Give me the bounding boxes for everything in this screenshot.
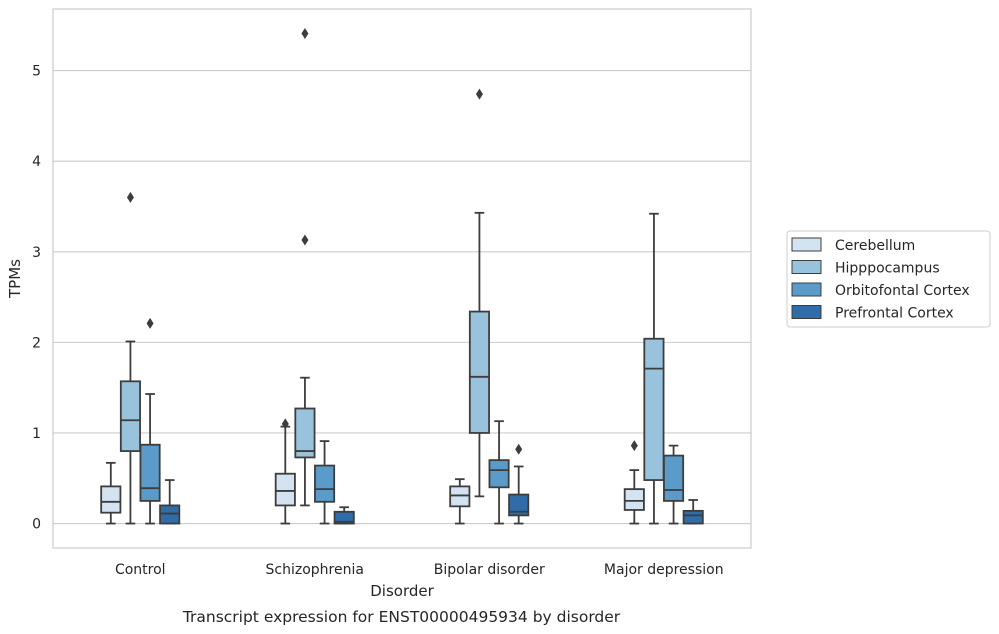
box-body [663, 454, 685, 502]
box-body [623, 488, 645, 511]
x-tick-label: Major depression [604, 562, 724, 578]
box-body [449, 485, 471, 508]
legend: Cerebellum Hipppocampus Orbitofontal Corte… [786, 230, 991, 328]
outlier-point [301, 234, 309, 246]
box-0-1 [274, 418, 296, 525]
box-body [274, 472, 296, 507]
x-tick-label: Schizophrenia [266, 562, 364, 578]
outlier-point [475, 88, 483, 100]
box-body [139, 443, 161, 502]
box-3-3 [682, 499, 704, 525]
outlier-point [630, 440, 638, 452]
box-2-2 [488, 420, 510, 525]
y-tick-labels: 0 1 2 3 4 5 [32, 64, 41, 533]
box-2-1 [314, 440, 336, 525]
box-1-3 [643, 212, 665, 525]
y-tick-label: 0 [32, 517, 41, 533]
y-tick-label: 4 [32, 154, 41, 170]
legend-swatch [791, 282, 822, 297]
box-body [508, 493, 530, 517]
box-body [488, 459, 510, 489]
plot-frame [52, 8, 752, 549]
x-tick-labels: Control Schizophrenia Bipolar disorder Majo… [115, 562, 724, 578]
legend-label: Cerebellum [835, 238, 915, 254]
box-body [100, 485, 122, 514]
box-0-2 [449, 478, 471, 525]
legend-swatch [791, 260, 822, 274]
legend-label: Orbitofontal Cortex [835, 283, 970, 299]
x-tick-label: Control [115, 562, 166, 578]
box-body [333, 510, 355, 525]
box-2-3 [663, 444, 685, 525]
box-body [314, 464, 336, 503]
legend-swatch [791, 237, 822, 252]
legend-swatch [791, 305, 822, 319]
box-3-1 [333, 506, 355, 525]
box-body [159, 504, 181, 525]
box-body [119, 380, 141, 452]
box-1-2 [468, 88, 490, 498]
box-1-0 [119, 191, 141, 525]
legend-frame [786, 230, 991, 328]
box-2-0 [139, 317, 161, 525]
box-0-0 [100, 461, 122, 525]
y-axis-label: TPMs [6, 259, 24, 299]
outlier-point [146, 317, 154, 329]
plot-boxes [100, 27, 704, 525]
box-body [468, 310, 490, 434]
y-tick-label: 1 [32, 426, 41, 442]
box-body [294, 407, 316, 459]
y-tick-label: 2 [32, 335, 41, 351]
box-0-3 [623, 440, 645, 525]
box-1-1 [294, 27, 316, 507]
y-tick-label: 3 [32, 245, 41, 261]
box-3-0 [159, 479, 181, 525]
box-body [682, 509, 704, 525]
outlier-point [301, 27, 309, 39]
outlier-point [126, 191, 134, 203]
box-3-2 [508, 443, 530, 525]
legend-label: Prefrontal Cortex [835, 306, 954, 322]
x-axis-label: Disorder [370, 582, 434, 600]
legend-label: Hipppocampus [835, 261, 940, 277]
chart-caption: Transcript expression for ENST0000049593… [182, 608, 621, 626]
outlier-point [281, 418, 289, 430]
box-body [643, 337, 665, 481]
y-tick-label: 5 [32, 64, 41, 80]
outlier-point [515, 443, 523, 455]
x-tick-label: Bipolar disorder [434, 562, 545, 578]
